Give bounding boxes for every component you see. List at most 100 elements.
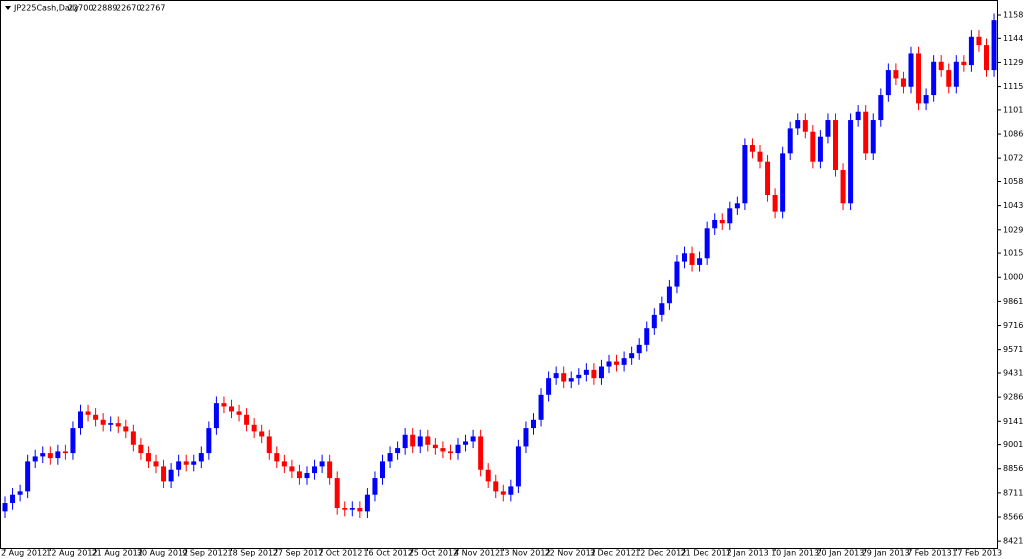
y-tick-label: 8856 [1003,464,1023,473]
candle-body [772,194,778,212]
candle-body [183,461,189,465]
candle-body [953,61,959,87]
x-tick-label: 22 Nov 2012 [545,549,596,558]
candle-body [893,70,899,79]
candle-body [289,466,295,472]
candle-body [719,219,725,224]
candle-body [908,53,914,87]
candle-body [372,478,378,495]
y-tick-label: 8711 [1003,488,1023,497]
x-tick-label: 2 Aug 2012 [1,549,47,558]
candle-body [591,369,597,379]
candle-body [583,369,589,375]
candle-body [470,436,476,442]
header-value: 22767 [140,4,165,13]
candle-body [463,441,469,445]
candle-body [40,453,46,457]
candle-body [395,448,401,454]
candle-body [145,453,151,462]
candle-body [961,61,967,66]
candle-body [712,219,718,229]
candle-body [168,469,174,482]
candle-body [508,486,514,495]
x-tick-label: 9 Sep 2012 [182,549,228,558]
candle-body [266,436,272,454]
candle-body [198,453,204,462]
candle-body [546,378,552,395]
candle-body [734,203,740,209]
candle-body [863,111,869,154]
y-tick-label: 11581 [1003,10,1024,19]
candle-body [213,403,219,429]
candle-body [130,431,136,445]
x-tick-label: 1 Jan 2013 [726,549,769,558]
candle-body [697,258,703,265]
candle-body [598,366,604,379]
y-tick-label: 9286 [1003,393,1023,402]
candle-body [402,434,408,449]
candle-body [319,461,325,467]
chart-title: JP225Cash,Daily [13,4,79,13]
candle-body [727,208,733,224]
header-value: 22670 [116,4,141,13]
y-tick-label: 10436 [1003,201,1024,210]
candle-body [968,36,974,66]
candle-body [478,436,484,470]
candle-body [349,508,355,510]
candle-body [251,424,257,432]
y-tick-label: 11296 [1003,58,1024,67]
candle-body [93,414,99,420]
candle-body [938,61,944,71]
candle-body [304,473,310,479]
candle-body [342,508,348,510]
candle-body [176,461,182,470]
candle-body [984,45,989,71]
candle-body [780,153,786,212]
candle-body [840,170,846,204]
y-tick-label: 10866 [1003,130,1024,139]
candle-body [327,461,333,479]
header-value: 22700 [68,4,93,13]
candle-body [538,394,544,420]
candle-body [749,145,755,152]
x-tick-label: 21 Aug 2012 [92,549,143,558]
candle-body [795,120,801,129]
candle-body [855,111,861,121]
candle-body [410,434,416,447]
candle-body [312,466,318,474]
y-tick-label: 9001 [1003,440,1023,449]
candle-body [674,261,680,287]
candle-body [100,419,106,425]
candle-body [493,481,499,492]
candle-body [274,453,280,462]
candle-body [108,423,114,425]
x-tick-label: 7 Feb 2013 [907,549,952,558]
candle-body [765,161,771,195]
x-tick-label: 20 Jan 2013 [816,549,864,558]
candle-body [47,453,53,459]
x-tick-label: 10 Jan 2013 [771,549,819,558]
y-tick-label: 9431 [1003,368,1023,377]
candle-body [161,466,167,482]
candle-body [561,373,567,382]
candle-body [825,120,831,137]
candle-body [115,423,121,427]
candle-body [885,70,891,96]
x-tick-label: 17 Feb 2013 [952,549,1002,558]
candle-body [191,461,197,465]
candle-body [85,411,91,415]
candle-body [621,358,627,365]
x-tick-label: 12 Aug 2012 [46,549,97,558]
candle-body [689,253,695,265]
candle-body [923,95,929,104]
candle-body [659,303,665,315]
candle-body [236,411,242,415]
candle-body [531,419,536,429]
candle-body [568,378,574,382]
candle-body [123,426,129,432]
